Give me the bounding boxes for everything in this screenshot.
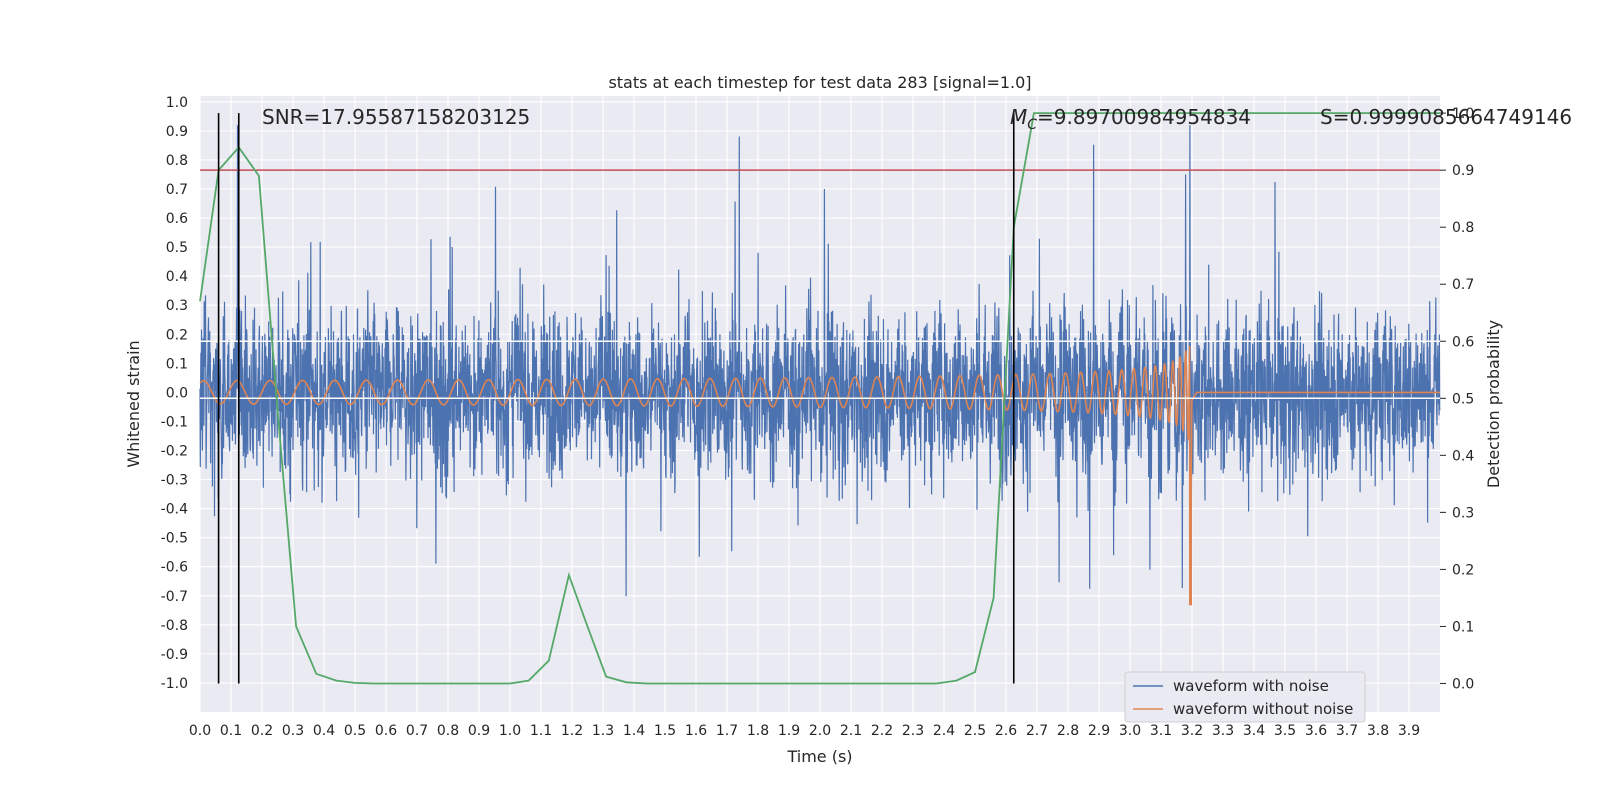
y-axis-label: Whitened strain (124, 340, 143, 467)
chirp-mass-subscript: C (1027, 117, 1037, 133)
x-tick-label: 3.2 (1181, 723, 1203, 739)
series-waveform-with-noise (199, 125, 1441, 597)
x-tick-label: 2.0 (809, 723, 831, 739)
y2-tick-label: 0.2 (1452, 562, 1474, 578)
x-tick-label: 2.7 (1026, 723, 1048, 739)
chirp-mass-value: =9.89700984954834 (1037, 105, 1251, 129)
y2-tick-label: 1.0 (1452, 106, 1474, 122)
x-tick-label: 2.2 (871, 723, 893, 739)
x-tick-label: 3.4 (1243, 723, 1265, 739)
x-tick-label: 2.1 (840, 723, 862, 739)
x-tick-label: 1.8 (747, 723, 769, 739)
x-tick-label: 3.0 (1119, 723, 1141, 739)
chart-title: stats at each timestep for test data 283… (608, 73, 1031, 92)
x-tick-label: 0.4 (313, 723, 335, 739)
clean-waveform-line (199, 345, 1440, 606)
x-tick-label: 3.5 (1274, 723, 1296, 739)
y-tick-label: 1.0 (166, 95, 188, 111)
y-tick-label: 0.7 (166, 182, 188, 198)
x-tick-label: 2.6 (995, 723, 1017, 739)
y-tick-label: 0.6 (166, 211, 188, 227)
series-waveform-without-noise (199, 345, 1440, 606)
x-tick-label: 2.5 (964, 723, 986, 739)
y-tick-label: -0.6 (161, 560, 188, 576)
x-tick-label: 3.7 (1336, 723, 1358, 739)
x-tick-label: 0.7 (406, 723, 428, 739)
y-tick-label: 0.0 (166, 385, 188, 401)
x-tick-label: 0.8 (437, 723, 459, 739)
y2-tick-label: 0.5 (1452, 391, 1474, 407)
y-tick-label: -0.7 (161, 589, 188, 605)
x-tick-label: 0.9 (468, 723, 490, 739)
y2-axis-ticks: 1.0 0.9 0.8 0.7 0.6 0.5 0.4 0.3 0.2 0.1 0.0 (1440, 106, 1474, 692)
x-tick-label: 1.0 (499, 723, 521, 739)
y-tick-label: 0.1 (166, 356, 188, 372)
y-tick-label: 0.5 (166, 240, 188, 256)
vertical-markers (217, 113, 1015, 684)
x-tick-label: 0.3 (282, 723, 304, 739)
x-tick-label: 1.3 (592, 723, 614, 739)
y2-tick-label: 0.8 (1452, 220, 1474, 236)
s-annotation: S=0.9999085664749146 (1320, 105, 1572, 129)
y2-tick-label: 0.9 (1452, 163, 1474, 179)
y-tick-label: 0.8 (166, 153, 188, 169)
x-tick-label: 3.1 (1150, 723, 1172, 739)
x-tick-label: 0.5 (344, 723, 366, 739)
y2-tick-label: 0.7 (1452, 277, 1474, 293)
x-tick-label: 1.4 (623, 723, 645, 739)
detection-probability-line (199, 112, 1440, 685)
x-tick-label: 2.9 (1088, 723, 1110, 739)
x-tick-label: 0.0 (189, 723, 211, 739)
y2-axis-label: Detection probability (1484, 320, 1503, 488)
y-tick-label: 0.2 (166, 327, 188, 343)
y-tick-label: 0.4 (166, 269, 188, 285)
x-tick-label: 3.3 (1212, 723, 1234, 739)
x-tick-label: 0.2 (251, 723, 273, 739)
y-tick-label: 0.3 (166, 298, 188, 314)
legend-label-noisy: waveform with noise (1173, 677, 1329, 695)
x-tick-label: 3.6 (1305, 723, 1327, 739)
y-tick-label: -0.4 (161, 502, 188, 518)
x-tick-label: 1.1 (530, 723, 552, 739)
x-tick-label: 2.3 (902, 723, 924, 739)
y-tick-label: -0.3 (161, 473, 188, 489)
x-tick-label: 0.6 (375, 723, 397, 739)
y-axis-ticks: 1.0 0.9 0.8 0.7 0.6 0.5 0.4 0.3 0.2 0.1 0.0 -0.1 -0.… (161, 95, 188, 692)
noisy-waveform-line (199, 125, 1441, 597)
y-tick-label: 0.9 (166, 124, 188, 140)
chirp-mass-symbol: M (1010, 105, 1027, 129)
x-tick-label: 2.4 (933, 723, 955, 739)
x-axis-ticks: 0.0 0.1 0.2 0.3 0.4 0.5 0.6 0.7 0.8 0.9 1.0 1.1 1.2 1… (189, 723, 1420, 739)
x-tick-label: 1.5 (654, 723, 676, 739)
y-tick-label: -0.5 (161, 531, 188, 547)
y2-tick-label: 0.6 (1452, 334, 1474, 350)
legend: waveform with noise waveform without noi… (1124, 671, 1366, 723)
y-tick-label: -0.1 (161, 414, 188, 430)
x-tick-label: 1.2 (561, 723, 583, 739)
x-tick-label: 1.7 (716, 723, 738, 739)
chirp-mass-annotation: MC=9.89700984954834 (1010, 105, 1251, 133)
x-tick-label: 1.6 (685, 723, 707, 739)
y-tick-label: -1.0 (161, 676, 188, 692)
snr-annotation: SNR=17.95587158203125 (262, 105, 530, 129)
x-tick-label: 3.9 (1398, 723, 1420, 739)
x-tick-label: 1.9 (778, 723, 800, 739)
y2-tick-label: 0.4 (1452, 448, 1474, 464)
y2-tick-label: 0.3 (1452, 505, 1474, 521)
x-axis-label: Time (s) (786, 747, 852, 766)
y-tick-label: -0.8 (161, 618, 188, 634)
series-detection-probability (199, 112, 1440, 685)
y2-tick-label: 0.1 (1452, 619, 1474, 635)
reference-lines (200, 169, 1440, 400)
x-tick-label: 0.1 (220, 723, 242, 739)
legend-label-clean: waveform without noise (1173, 700, 1353, 718)
y-tick-label: -0.9 (161, 647, 188, 663)
legend-box (1124, 671, 1366, 723)
y-tick-label: -0.2 (161, 443, 188, 459)
y2-tick-label: 0.0 (1452, 676, 1474, 692)
x-tick-label: 3.8 (1367, 723, 1389, 739)
x-tick-label: 2.8 (1057, 723, 1079, 739)
